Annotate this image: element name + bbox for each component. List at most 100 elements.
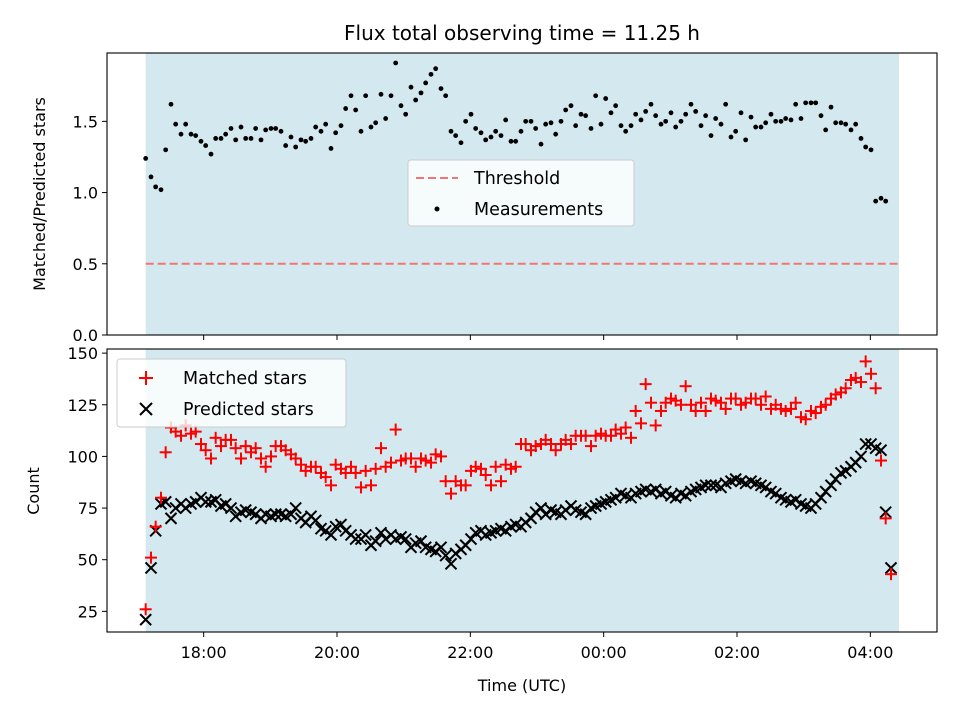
predicted-star-stroke xyxy=(639,483,652,496)
predicted-star-stroke xyxy=(619,489,632,502)
y-tick-label: 100 xyxy=(67,447,98,466)
predicted-star-point xyxy=(854,450,868,463)
predicted-star-point xyxy=(349,532,362,546)
measurement-point xyxy=(318,128,324,134)
measurement-point xyxy=(568,103,574,109)
predicted-star-point xyxy=(144,561,158,575)
matched-star-point xyxy=(199,444,212,457)
measurement-point xyxy=(493,128,499,134)
measurement-point xyxy=(328,146,334,151)
measurement-point xyxy=(593,93,599,99)
matched-star-point xyxy=(875,454,887,467)
matched-star-point xyxy=(359,464,372,477)
measurement-point xyxy=(703,113,709,119)
predicted-star-stroke xyxy=(874,444,888,457)
x-tick-label: 00:00 xyxy=(581,643,627,662)
measurement-point xyxy=(168,101,174,107)
measurement-point xyxy=(583,113,589,119)
matched-star-point xyxy=(625,431,637,444)
legend-predicted-label: Predicted stars xyxy=(183,400,314,420)
measurement-point xyxy=(523,118,529,124)
measurement-point xyxy=(253,126,259,131)
predicted-star-stroke xyxy=(239,503,252,517)
measurement-point xyxy=(283,143,289,148)
predicted-star-point xyxy=(324,528,338,542)
count-y-axis-label: Count xyxy=(24,467,43,515)
measurement-point xyxy=(213,136,219,141)
predicted-star-point xyxy=(199,495,212,509)
measurement-point xyxy=(173,121,179,127)
measurement-point xyxy=(793,101,799,107)
predicted-star-point xyxy=(399,532,412,546)
measurement-point xyxy=(633,111,639,117)
matched-star-point xyxy=(409,460,422,473)
measurement-point xyxy=(503,117,509,123)
measurement-point xyxy=(208,151,214,157)
matched-star-point xyxy=(639,378,652,391)
measurement-point xyxy=(883,198,889,204)
measurement-point xyxy=(663,118,669,124)
matched-star-point xyxy=(719,402,732,415)
measurement-point xyxy=(863,144,869,150)
matched-star-point xyxy=(685,398,697,411)
measurement-point xyxy=(878,195,884,201)
matched-star-point xyxy=(755,398,767,411)
matched-star-point xyxy=(349,466,362,479)
matched-star-point xyxy=(385,456,397,469)
measurement-point xyxy=(628,123,634,129)
matched-star-point xyxy=(155,491,167,504)
matched-star-point xyxy=(445,487,457,500)
predicted-star-stroke xyxy=(399,532,412,546)
measurement-point xyxy=(423,80,429,86)
measurement-point xyxy=(638,117,644,123)
predicted-star-point xyxy=(224,501,238,515)
matched-star-point xyxy=(469,460,482,473)
predicted-star-stroke xyxy=(439,549,452,562)
predicted-star-point xyxy=(824,479,838,492)
matched-star-point xyxy=(729,392,742,405)
matched-star-point xyxy=(295,458,307,471)
matched-star-point xyxy=(319,471,332,484)
predicted-star-stroke xyxy=(674,487,688,500)
predicted-star-point xyxy=(334,518,348,531)
measurement-point xyxy=(343,106,349,111)
measurement-point xyxy=(418,90,424,96)
measurement-point xyxy=(518,128,524,134)
measurement-point xyxy=(578,111,584,117)
measurement-point xyxy=(558,118,564,124)
measurement-point xyxy=(778,118,784,124)
matched-star-point xyxy=(809,407,822,420)
matched-star-point xyxy=(139,603,152,616)
matched-star-point xyxy=(289,452,302,465)
measurement-point xyxy=(743,137,749,143)
matched-star-point xyxy=(855,376,867,389)
matched-star-point xyxy=(159,446,172,459)
predicted-star-point xyxy=(444,557,458,571)
matched-star-point xyxy=(615,427,627,440)
y-tick-label: 50 xyxy=(78,551,98,570)
measurement-point xyxy=(388,93,394,99)
measurement-point xyxy=(183,121,189,127)
measurement-point xyxy=(278,128,284,134)
measurement-point xyxy=(393,60,399,66)
count-panel-frame xyxy=(106,348,938,633)
matched-star-point xyxy=(879,512,892,525)
count-panel: 25 50 75 100 125 150 18:00 20:00 22:00 00:00 02:0… xyxy=(24,344,938,695)
measurement-point xyxy=(658,121,664,127)
measurement-point xyxy=(828,104,834,110)
measurement-point xyxy=(153,184,159,190)
matched-star-point xyxy=(759,390,772,403)
measurement-point xyxy=(413,97,419,103)
predicted-star-stroke xyxy=(704,479,718,492)
ratio-legend: Threshold Measurements xyxy=(407,159,635,227)
measurement-point xyxy=(368,124,374,130)
predicted-star-stroke xyxy=(434,541,448,554)
predicted-star-stroke xyxy=(814,491,828,504)
measurement-point xyxy=(463,118,469,124)
measurement-point xyxy=(853,121,859,127)
predicted-star-stroke xyxy=(524,512,538,525)
predicted-star-stroke xyxy=(779,493,792,507)
measurement-point xyxy=(768,111,774,117)
legend-matched-swatch xyxy=(139,371,153,385)
measurement-point xyxy=(528,118,534,124)
